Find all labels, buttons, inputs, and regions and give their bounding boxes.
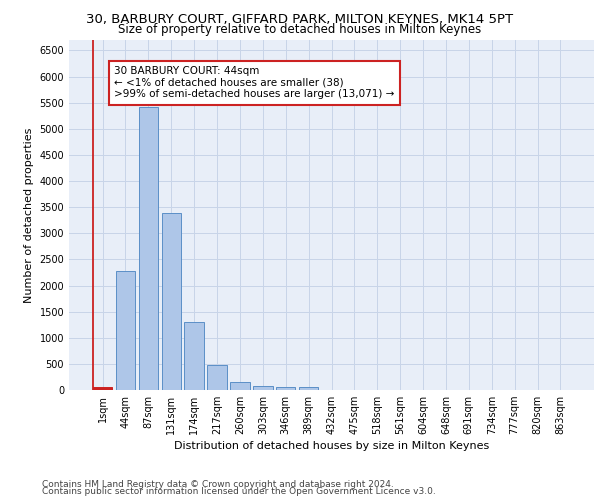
Y-axis label: Number of detached properties: Number of detached properties <box>24 128 34 302</box>
Text: Contains public sector information licensed under the Open Government Licence v3: Contains public sector information licen… <box>42 487 436 496</box>
Bar <box>208 365 227 390</box>
Text: Size of property relative to detached houses in Milton Keynes: Size of property relative to detached ho… <box>118 22 482 36</box>
Bar <box>299 388 319 390</box>
Bar <box>276 387 295 390</box>
Bar <box>253 386 272 390</box>
Text: 30 BARBURY COURT: 44sqm
← <1% of detached houses are smaller (38)
>99% of semi-d: 30 BARBURY COURT: 44sqm ← <1% of detache… <box>114 66 394 100</box>
X-axis label: Distribution of detached houses by size in Milton Keynes: Distribution of detached houses by size … <box>174 442 489 452</box>
Text: Contains HM Land Registry data © Crown copyright and database right 2024.: Contains HM Land Registry data © Crown c… <box>42 480 394 489</box>
Bar <box>93 386 112 390</box>
Text: 30, BARBURY COURT, GIFFARD PARK, MILTON KEYNES, MK14 5PT: 30, BARBURY COURT, GIFFARD PARK, MILTON … <box>86 12 514 26</box>
Bar <box>230 382 250 390</box>
Bar <box>116 271 135 390</box>
Bar <box>184 322 204 390</box>
Bar <box>139 107 158 390</box>
Bar <box>161 214 181 390</box>
